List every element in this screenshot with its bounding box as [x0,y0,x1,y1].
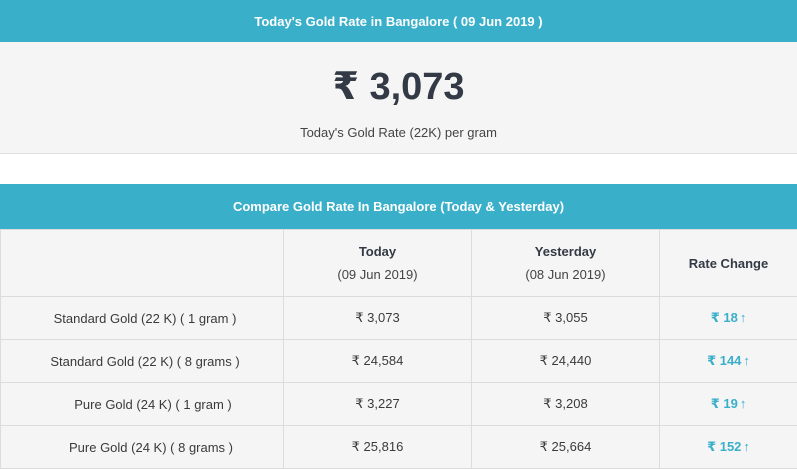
todays-rate-panel: ₹ 3,073 Today's Gold Rate (22K) per gram [0,42,797,154]
yesterday-price: ₹ 24,440 [472,340,660,383]
rate-change-value: ₹ 152 [707,439,741,454]
table-row: Pure Gold (24 K) ( 8 grams ) ₹ 25,816 ₹ … [1,426,797,469]
rate-change-value: ₹ 19 [711,396,738,411]
table-header-row: Today (09 Jun 2019) Yesterday (08 Jun 20… [1,230,797,297]
today-price: ₹ 25,816 [284,426,472,469]
header-rate-change: Rate Change [660,230,797,297]
today-price: ₹ 3,227 [284,383,472,426]
compare-section-title: Compare Gold Rate In Bangalore (Today & … [233,199,564,214]
table-row: Standard Gold (22 K) ( 1 gram ) ₹ 3,073 … [1,297,797,340]
table-row: Standard Gold (22 K) ( 8 grams ) ₹ 24,58… [1,340,797,383]
page-header: Today's Gold Rate in Bangalore ( 09 Jun … [0,0,797,42]
todays-rate-caption: Today's Gold Rate (22K) per gram [0,125,797,140]
yesterday-price: ₹ 3,208 [472,383,660,426]
table-row: Pure Gold (24 K) ( 1 gram ) ₹ 3,227 ₹ 3,… [1,383,797,426]
up-arrow-icon: ↑ [740,310,747,325]
header-yesterday: Yesterday (08 Jun 2019) [472,230,660,297]
rate-change-value: ₹ 18 [711,310,738,325]
compare-table: Today (09 Jun 2019) Yesterday (08 Jun 20… [0,229,797,469]
up-arrow-icon: ↑ [743,439,750,454]
row-label: Pure Gold (24 K) ( 1 gram ) [1,383,284,426]
rate-change: ₹ 144↑ [660,340,797,383]
today-price: ₹ 24,584 [284,340,472,383]
yesterday-price: ₹ 3,055 [472,297,660,340]
header-rate-change-label: Rate Change [689,256,768,271]
row-label: Standard Gold (22 K) ( 1 gram ) [1,297,284,340]
today-price: ₹ 3,073 [284,297,472,340]
todays-rate-value: ₹ 3,073 [0,64,797,109]
header-blank-cell [1,230,284,297]
header-yesterday-date: (08 Jun 2019) [472,267,659,282]
yesterday-price: ₹ 25,664 [472,426,660,469]
rate-change: ₹ 18↑ [660,297,797,340]
up-arrow-icon: ↑ [743,353,750,368]
row-label: Standard Gold (22 K) ( 8 grams ) [1,340,284,383]
rate-change-value: ₹ 144 [707,353,741,368]
up-arrow-icon: ↑ [740,396,747,411]
row-label: Pure Gold (24 K) ( 8 grams ) [1,426,284,469]
compare-section-header: Compare Gold Rate In Bangalore (Today & … [0,184,797,229]
rate-change: ₹ 19↑ [660,383,797,426]
header-today-date: (09 Jun 2019) [284,267,471,282]
header-today: Today (09 Jun 2019) [284,230,472,297]
header-today-label: Today [359,244,396,259]
page-title: Today's Gold Rate in Bangalore ( 09 Jun … [254,14,542,29]
header-yesterday-label: Yesterday [535,244,596,259]
rate-change: ₹ 152↑ [660,426,797,469]
